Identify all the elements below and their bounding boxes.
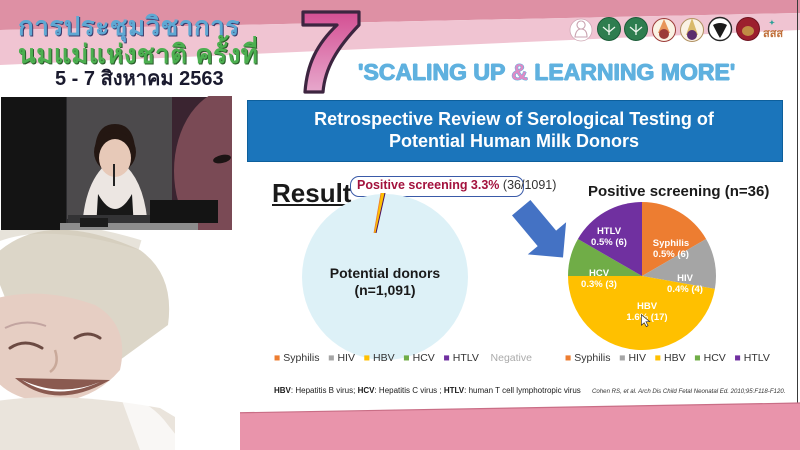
svg-text:0.4% (4): 0.4% (4): [667, 284, 703, 295]
svg-text:สสส: สสส: [763, 28, 783, 40]
svg-text:HBV: HBV: [637, 301, 658, 312]
svg-text:HTLV: HTLV: [597, 226, 622, 237]
svg-text:0.3% (3): 0.3% (3): [581, 279, 617, 290]
svg-text:HCV: HCV: [589, 268, 610, 279]
svg-text:0.5% (6): 0.5% (6): [591, 237, 627, 248]
svg-text:✦: ✦: [769, 19, 775, 27]
svg-text:Syphilis: Syphilis: [653, 238, 689, 249]
svg-text:HIV: HIV: [677, 273, 694, 284]
svg-text:0.5% (6): 0.5% (6): [653, 249, 689, 260]
